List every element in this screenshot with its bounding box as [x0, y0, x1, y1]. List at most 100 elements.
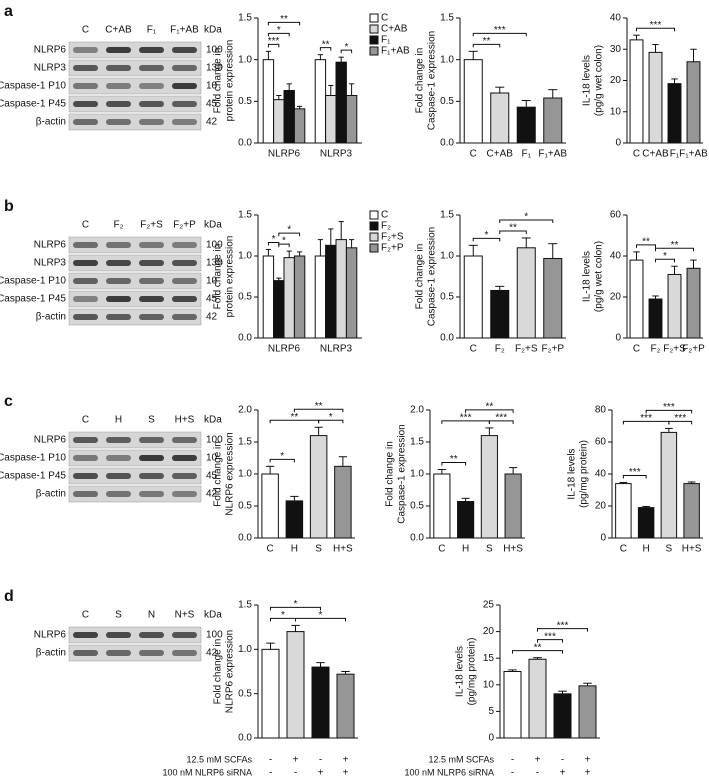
blot-band	[139, 296, 164, 302]
legend-label: F₂+P	[381, 243, 404, 254]
y-tick-label: 0.0	[238, 733, 252, 744]
bar	[293, 255, 306, 339]
bar	[286, 631, 305, 739]
lane-label: S	[115, 610, 122, 621]
kda-value: 130	[206, 258, 223, 269]
significance-bracket	[472, 43, 501, 48]
significance-label: *	[281, 610, 285, 621]
x-tick-label: H+S	[333, 544, 353, 555]
bar	[283, 90, 295, 144]
blot-row-label: Caspase-1 P45	[0, 99, 66, 110]
y-tick-label: 0.0	[238, 333, 252, 344]
y-axis-label: (pg/g wet colon)	[594, 45, 605, 116]
blot-band	[106, 296, 131, 302]
significance-label: ***	[557, 620, 569, 631]
significance-label: *	[294, 599, 298, 610]
blot-band	[106, 83, 131, 89]
blot-row-label: β-actin	[36, 117, 66, 128]
y-tick-label: 0.5	[440, 96, 454, 107]
y-tick-label: 20	[610, 75, 622, 86]
y-tick-label: 1.0	[238, 54, 252, 65]
lane-label: N+S	[175, 610, 195, 621]
bar	[543, 257, 563, 339]
blot-band	[172, 47, 197, 53]
blot-row-label: NLRP6	[34, 630, 67, 641]
bar	[490, 92, 510, 144]
y-tick-label: 0	[488, 733, 494, 744]
blot-band	[73, 296, 98, 302]
blot-band	[139, 437, 164, 443]
blot-band	[73, 260, 98, 266]
treatment-sign: +	[293, 755, 299, 766]
bar	[490, 289, 510, 339]
significance-label: **	[280, 14, 288, 25]
bar	[543, 97, 563, 144]
bar	[686, 267, 701, 339]
bar	[637, 507, 655, 539]
treatment-sign: -	[511, 768, 514, 779]
legend-label: F₁+AB	[381, 46, 410, 57]
x-tick-label: F₁	[670, 149, 680, 160]
blot-band	[172, 314, 197, 320]
significance-label: **	[534, 642, 542, 653]
lane-label: C	[82, 610, 89, 621]
lane-label: C+AB	[105, 25, 132, 36]
significance-label: ***	[629, 467, 641, 478]
legend-swatch	[369, 243, 379, 253]
blot-band	[106, 242, 131, 248]
blot-row-label: NLRP6	[34, 435, 67, 446]
significance-label: *	[344, 42, 348, 53]
kda-value: 10	[206, 81, 218, 92]
x-tick-label: C	[633, 344, 640, 355]
bar	[660, 431, 678, 539]
blot-row-label: Caspase-1 P45	[0, 471, 66, 482]
y-axis-label: protein expression	[225, 236, 236, 318]
significance-bracket	[278, 243, 290, 248]
bar	[273, 280, 285, 339]
bar	[516, 106, 536, 144]
blot-strip	[68, 290, 202, 308]
blot-band	[73, 119, 98, 125]
blot-band	[73, 83, 98, 89]
bar	[336, 673, 355, 739]
y-axis-label: Fold change in	[415, 48, 426, 114]
legend-label: C	[381, 13, 388, 24]
x-tick-label: F₂+P	[542, 344, 565, 355]
blot-band	[139, 473, 164, 479]
kda-value: 10	[206, 453, 218, 464]
bar	[273, 99, 285, 144]
y-axis-label: NLRP6 expression	[225, 432, 236, 515]
blot-row-label: Caspase-1 P10	[0, 453, 66, 464]
bar	[686, 61, 701, 144]
significance-bracket	[636, 27, 675, 32]
y-tick-label: 25	[483, 600, 495, 611]
blot-band	[73, 491, 98, 497]
x-tick-label: NLRP6	[268, 344, 301, 355]
blot-row-label: β-actin	[36, 312, 66, 323]
kda-value: 130	[206, 63, 223, 74]
significance-bracket	[441, 462, 467, 466]
y-tick-label: 40	[595, 469, 607, 480]
blot-strip	[68, 236, 202, 254]
blot-band	[73, 473, 98, 479]
blot-band	[73, 47, 98, 53]
y-tick-label: 0.0	[410, 533, 424, 544]
treatment-sign: +	[318, 768, 324, 779]
blot-band	[139, 101, 164, 107]
blot-band	[172, 296, 197, 302]
significance-label: **	[483, 36, 491, 47]
bar	[463, 255, 483, 339]
blot-band	[106, 491, 131, 497]
blot-band	[106, 455, 131, 461]
kda-value: 45	[206, 294, 218, 305]
blot-band	[139, 278, 164, 284]
legend-swatch	[369, 35, 379, 45]
lane-label: N	[148, 610, 155, 621]
bar	[667, 273, 682, 339]
y-axis-label: (pg/mg protein)	[579, 440, 590, 508]
treatment-sign: -	[269, 768, 272, 779]
significance-label: *	[277, 25, 281, 36]
lane-label: F₁+AB	[170, 25, 199, 36]
significance-bracket	[499, 219, 554, 223]
treatment-sign: +	[585, 755, 591, 766]
